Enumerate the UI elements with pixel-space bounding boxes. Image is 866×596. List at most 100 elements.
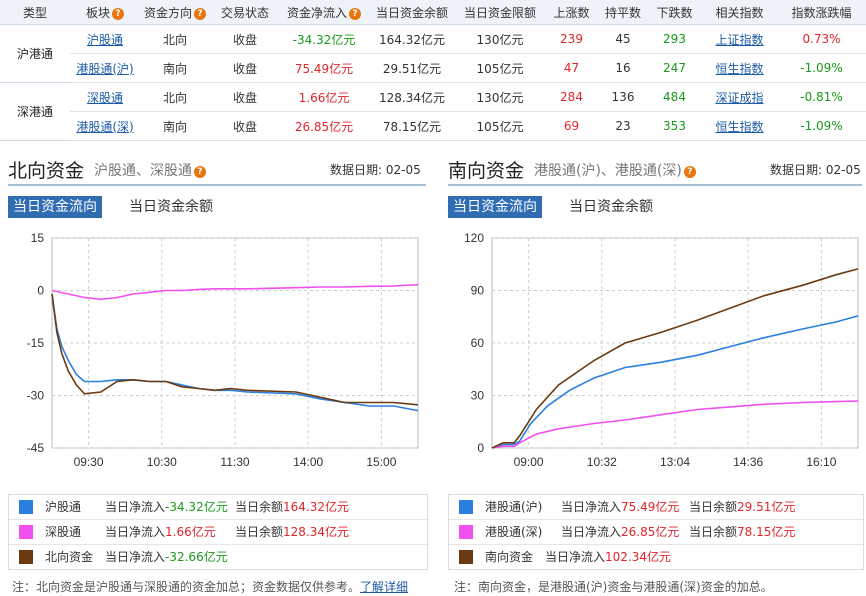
down-count: 484 bbox=[647, 82, 702, 112]
table-row: 深港通 深股通 北向 收盘 1.66亿元 128.34亿元 130亿元 284 … bbox=[0, 82, 866, 141]
legend-balance-label: 当日余额 bbox=[689, 525, 738, 539]
board-link[interactable]: 港股通(深) bbox=[70, 111, 140, 141]
x-tick-label: 11:30 bbox=[220, 455, 249, 469]
x-tick-label: 15:00 bbox=[366, 455, 396, 469]
direction: 北向 bbox=[140, 82, 210, 112]
up-count: 69 bbox=[544, 111, 599, 141]
index-change: 0.73% bbox=[777, 24, 866, 54]
south-date: 数据日期: 02-05 bbox=[770, 161, 861, 178]
x-tick-label: 10:30 bbox=[147, 455, 177, 469]
index-link[interactable]: 恒生指数 bbox=[702, 53, 777, 83]
north-note-text: 注：北向资金是沪股通与深股通的资金加总；资金数据仅供参考。 bbox=[12, 580, 361, 594]
legend-flow: 当日净流入102.34亿元 bbox=[545, 545, 671, 569]
col-net-inflow: 资金净流入? bbox=[280, 0, 368, 25]
x-tick-label: 14:36 bbox=[733, 455, 763, 469]
series-line bbox=[491, 400, 859, 449]
y-tick-label: -30 bbox=[27, 389, 45, 403]
table-row: 港股通(沪) 南向 收盘 75.49亿元 29.51亿元 105亿元 47 16… bbox=[0, 53, 866, 83]
south-note: 注：南向资金，是港股通(沪)资金与港股通(深)资金的加总。 bbox=[454, 580, 773, 594]
index-change: -1.09% bbox=[777, 53, 866, 83]
tab-south-flow[interactable]: 当日资金流向 bbox=[448, 196, 542, 218]
help-icon[interactable]: ? bbox=[194, 7, 206, 20]
south-subtitle-text: 港股通(沪)、港股通(深) bbox=[534, 163, 682, 179]
legend-row: 沪股通 当日净流入-34.32亿元 当日余额164.32亿元 bbox=[9, 495, 427, 519]
south-divider bbox=[448, 184, 862, 186]
north-note: 注：北向资金是沪股通与深股通的资金加总；资金数据仅供参考。了解详细 bbox=[12, 578, 408, 595]
table-header-row: 类型 板块? 资金方向? 交易状态 资金净流入? 当日资金余额 当日资金限额 上… bbox=[0, 0, 866, 25]
board-link[interactable]: 沪股通 bbox=[70, 24, 140, 54]
legend-flow: 当日净流入1.66亿元 bbox=[105, 520, 216, 544]
index-change: -0.81% bbox=[777, 82, 866, 112]
board-link[interactable]: 港股通(沪) bbox=[70, 53, 140, 83]
group-type: 深港通 bbox=[0, 82, 70, 141]
x-tick-label: 13:04 bbox=[660, 455, 690, 469]
legend-swatch bbox=[19, 525, 33, 539]
north-subtitle-text: 沪股通、深股通 bbox=[94, 163, 192, 179]
table-row: 沪港通 沪股通 北向 收盘 -34.32亿元 164.32亿元 130亿元 23… bbox=[0, 24, 866, 83]
index-link[interactable]: 恒生指数 bbox=[702, 111, 777, 141]
series-line bbox=[491, 315, 859, 449]
north-date: 数据日期: 02-05 bbox=[330, 161, 421, 178]
index-link[interactable]: 上证指数 bbox=[702, 24, 777, 54]
direction: 南向 bbox=[140, 53, 210, 83]
tab-north-balance[interactable]: 当日资金余额 bbox=[129, 199, 213, 215]
help-icon[interactable]: ? bbox=[349, 7, 361, 20]
legend-balance-label: 当日余额 bbox=[235, 500, 284, 514]
north-divider bbox=[8, 184, 426, 186]
legend-flow-label: 当日净流入 bbox=[545, 550, 606, 564]
y-tick-label: 0 bbox=[477, 441, 484, 455]
southbound-panel: 南向资金 港股通(沪)、港股通(深)? 数据日期: 02-05 当日资金流向 当… bbox=[448, 150, 864, 596]
legend-balance-value: 128.34亿元 bbox=[283, 525, 350, 539]
tab-north-flow[interactable]: 当日资金流向 bbox=[8, 196, 102, 218]
up-count: 47 bbox=[544, 53, 599, 83]
north-subtitle: 沪股通、深股通? bbox=[94, 160, 206, 180]
legend-row: 港股通(深) 当日净流入26.85亿元 当日余额78.15亿元 bbox=[449, 519, 863, 544]
legend-flow: 当日净流入75.49亿元 bbox=[561, 495, 679, 519]
legend-name: 南向资金 bbox=[485, 550, 534, 564]
series-line bbox=[51, 293, 419, 412]
legend-swatch bbox=[459, 525, 473, 539]
col-limit: 当日资金限额 bbox=[456, 0, 544, 25]
col-up: 上涨数 bbox=[544, 0, 599, 25]
flat-count: 16 bbox=[599, 53, 647, 83]
x-tick-label: 14:00 bbox=[293, 455, 323, 469]
table-row: 港股通(深) 南向 收盘 26.85亿元 78.15亿元 105亿元 69 23… bbox=[0, 111, 866, 141]
net-inflow: 26.85亿元 bbox=[280, 111, 368, 141]
legend-row: 南向资金 当日净流入102.34亿元 bbox=[449, 544, 863, 569]
legend-balance-label: 当日余额 bbox=[235, 525, 284, 539]
y-tick-label: -15 bbox=[27, 336, 45, 350]
col-status: 交易状态 bbox=[210, 0, 280, 25]
legend-balance-value: 29.51亿元 bbox=[737, 500, 796, 514]
y-tick-label: 60 bbox=[471, 336, 485, 350]
legend-flow-label: 当日净流入 bbox=[105, 525, 166, 539]
learn-more-link[interactable]: 了解详细 bbox=[360, 580, 409, 594]
legend-swatch bbox=[19, 500, 33, 514]
help-icon[interactable]: ? bbox=[112, 7, 124, 20]
help-icon[interactable]: ? bbox=[194, 166, 206, 178]
legend-flow-label: 当日净流入 bbox=[105, 500, 166, 514]
board-link[interactable]: 深股通 bbox=[70, 82, 140, 112]
legend-name: 北向资金 bbox=[45, 550, 94, 564]
help-icon[interactable]: ? bbox=[683, 166, 696, 178]
direction: 南向 bbox=[140, 111, 210, 141]
col-flat: 持平数 bbox=[599, 0, 647, 25]
northbound-panel: 北向资金 沪股通、深股通? 数据日期: 02-05 当日资金流向 当日资金余额 … bbox=[8, 150, 428, 596]
legend-flow-value: 75.49亿元 bbox=[621, 500, 680, 514]
north-chart-svg: 15 0 -15 -30 -45 09:30 10:30 11:30 14:00 15:00 bbox=[27, 231, 419, 469]
legend-name: 深股通 bbox=[45, 525, 82, 539]
legend-flow: 当日净流入-32.66亿元 bbox=[105, 545, 228, 569]
legend-swatch bbox=[19, 550, 33, 564]
legend-flow-value: 1.66亿元 bbox=[165, 525, 216, 539]
legend-flow-label: 当日净流入 bbox=[561, 525, 622, 539]
legend-balance: 当日余额29.51亿元 bbox=[689, 495, 795, 519]
col-direction: 资金方向? bbox=[140, 0, 210, 25]
status: 收盘 bbox=[210, 24, 280, 54]
legend-balance-value: 164.32亿元 bbox=[283, 500, 350, 514]
legend-balance: 当日余额78.15亿元 bbox=[689, 520, 795, 544]
index-change: -1.09% bbox=[777, 111, 866, 141]
index-link[interactable]: 深证成指 bbox=[702, 82, 777, 112]
legend-flow-label: 当日净流入 bbox=[561, 500, 622, 514]
legend-balance: 当日余额128.34亿元 bbox=[235, 520, 349, 544]
tab-south-balance[interactable]: 当日资金余额 bbox=[569, 199, 653, 215]
net-inflow: 1.66亿元 bbox=[280, 82, 368, 112]
